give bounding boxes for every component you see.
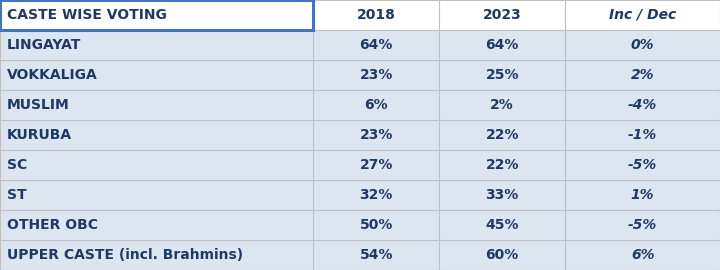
Text: 22%: 22% [485,158,519,172]
Text: -4%: -4% [628,98,657,112]
Text: 22%: 22% [485,128,519,142]
Bar [0,150,720,180]
Text: SC: SC [7,158,27,172]
Text: 2%: 2% [490,98,514,112]
Bar [0,30,720,60]
Text: 1%: 1% [631,188,654,202]
Bar [0,210,720,240]
Text: -5%: -5% [628,158,657,172]
Text: 64%: 64% [485,38,519,52]
Text: ST: ST [7,188,27,202]
Text: 32%: 32% [359,188,393,202]
Text: UPPER CASTE (incl. Brahmins): UPPER CASTE (incl. Brahmins) [7,248,243,262]
Text: -1%: -1% [628,128,657,142]
Text: 2018: 2018 [357,8,395,22]
Bar [0,240,720,270]
Bar [0,180,720,210]
Text: Inc / Dec: Inc / Dec [609,8,676,22]
Bar [0,0,313,30]
Text: 60%: 60% [485,248,519,262]
Bar [0,60,720,90]
Text: 6%: 6% [631,248,654,262]
Text: 33%: 33% [485,188,519,202]
Bar [0,90,720,120]
Text: 2%: 2% [631,68,654,82]
Text: KURUBA: KURUBA [7,128,72,142]
Text: 0%: 0% [631,38,654,52]
Text: MUSLIM: MUSLIM [7,98,70,112]
Text: VOKKALIGA: VOKKALIGA [7,68,98,82]
Text: 50%: 50% [359,218,393,232]
Text: 54%: 54% [359,248,393,262]
Text: LINGAYAT: LINGAYAT [7,38,81,52]
Text: 23%: 23% [359,128,393,142]
Text: 27%: 27% [359,158,393,172]
Text: 25%: 25% [485,68,519,82]
Text: 6%: 6% [364,98,388,112]
Text: OTHER OBC: OTHER OBC [7,218,98,232]
Text: 64%: 64% [359,38,393,52]
Text: 23%: 23% [359,68,393,82]
Text: 2023: 2023 [483,8,521,22]
Text: CASTE WISE VOTING: CASTE WISE VOTING [7,8,167,22]
Bar [0,120,720,150]
Text: -5%: -5% [628,218,657,232]
Text: 45%: 45% [485,218,519,232]
Bar [0,0,720,30]
